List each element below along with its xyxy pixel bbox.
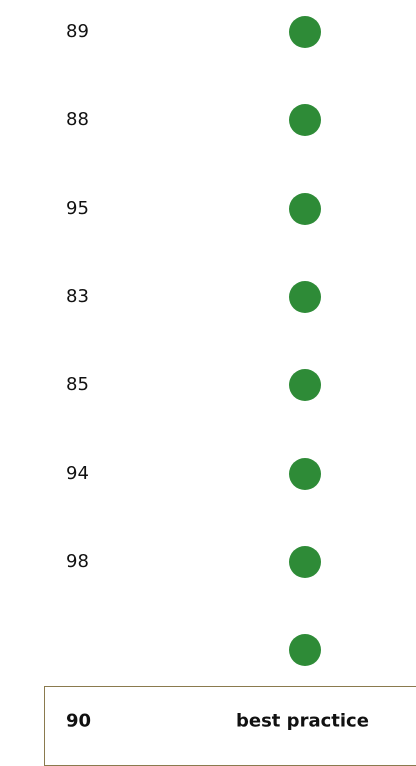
- status-dot: [289, 192, 321, 225]
- summary-row: 90 best practice: [44, 686, 416, 766]
- status-dot: [289, 457, 321, 490]
- score: 88: [66, 109, 89, 131]
- score: 83: [66, 285, 89, 307]
- summary-label: best practice: [236, 710, 369, 732]
- score: 85: [66, 374, 89, 396]
- status-dot: [289, 280, 321, 313]
- status-dot: [289, 545, 321, 578]
- status-dot: [289, 104, 321, 137]
- status-dot: [289, 369, 321, 402]
- summary-score: 90: [66, 710, 92, 732]
- status-dot: [289, 634, 321, 667]
- score: 95: [66, 197, 89, 219]
- status-dot: [289, 16, 321, 48]
- score: 89: [66, 21, 89, 42]
- score: 94: [66, 462, 89, 484]
- score: 98: [66, 550, 89, 572]
